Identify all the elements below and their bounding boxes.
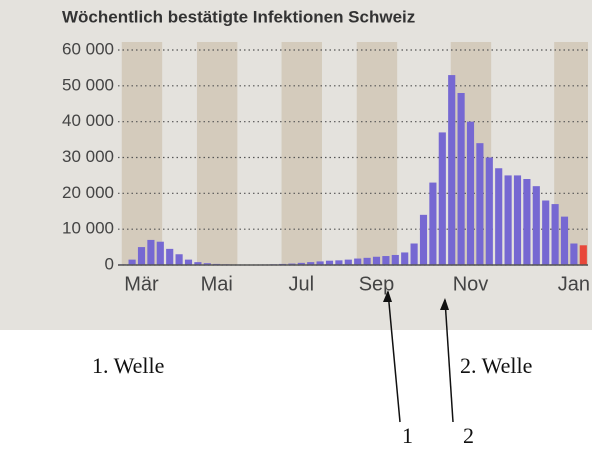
annotation: 1. Welle (92, 353, 164, 378)
x-tick-label: Mai (201, 273, 233, 295)
bar (382, 256, 389, 265)
bar (373, 257, 380, 265)
bar (166, 249, 173, 265)
x-tick-label: Jan (558, 273, 590, 295)
annotation: 2. Welle (460, 353, 532, 378)
y-tick-label: 60 000 (62, 39, 114, 58)
annotation: 1 (402, 423, 413, 448)
y-tick-label: 30 000 (62, 147, 114, 166)
chart: Wöchentlich bestätigte Infektionen Schwe… (0, 0, 592, 450)
bar (486, 158, 493, 266)
chart-title: Wöchentlich bestätigte Infektionen Schwe… (62, 7, 415, 26)
bar (542, 201, 549, 266)
bar (495, 168, 502, 265)
month-stripe (282, 42, 322, 265)
bar (429, 183, 436, 265)
y-tick-label: 10 000 (62, 219, 114, 238)
annotation: 2 (463, 423, 474, 448)
month-stripe (197, 42, 237, 265)
x-tick-label: Sep (359, 273, 395, 295)
bar (354, 259, 361, 265)
bar (476, 143, 483, 265)
bar (147, 240, 154, 265)
month-stripe (122, 42, 162, 265)
bar (552, 204, 559, 265)
month-stripe (554, 42, 588, 265)
bar (505, 175, 512, 265)
y-tick-label: 40 000 (62, 111, 114, 130)
x-tick-label: Nov (453, 273, 489, 295)
bar (138, 247, 145, 265)
bar (411, 244, 418, 266)
bar (401, 252, 408, 265)
bar (129, 260, 136, 265)
bar (570, 244, 577, 266)
month-stripe (357, 42, 397, 265)
bar (523, 179, 530, 265)
bar (157, 242, 164, 265)
y-tick-label: 50 000 (62, 75, 114, 94)
bar (439, 132, 446, 265)
bar (185, 260, 192, 265)
x-tick-label: Mär (124, 273, 159, 295)
bar (458, 93, 465, 265)
x-tick-label: Jul (289, 273, 315, 295)
y-tick-label: 20 000 (62, 183, 114, 202)
bar (176, 254, 183, 265)
bar (420, 215, 427, 265)
bar (448, 75, 455, 265)
bar (467, 122, 474, 265)
bar (533, 186, 540, 265)
bar (392, 255, 399, 265)
bar (345, 260, 352, 265)
y-tick-label: 0 (105, 254, 114, 273)
bar (364, 258, 371, 265)
bar (514, 175, 521, 265)
bar (580, 245, 587, 265)
bar (561, 217, 568, 265)
